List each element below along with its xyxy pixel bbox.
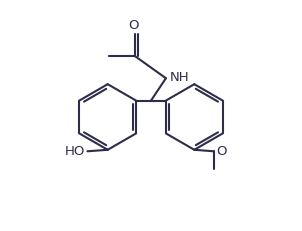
Text: HO: HO	[65, 145, 85, 158]
Text: O: O	[216, 145, 226, 158]
Text: O: O	[128, 19, 138, 32]
Text: NH: NH	[169, 70, 189, 84]
